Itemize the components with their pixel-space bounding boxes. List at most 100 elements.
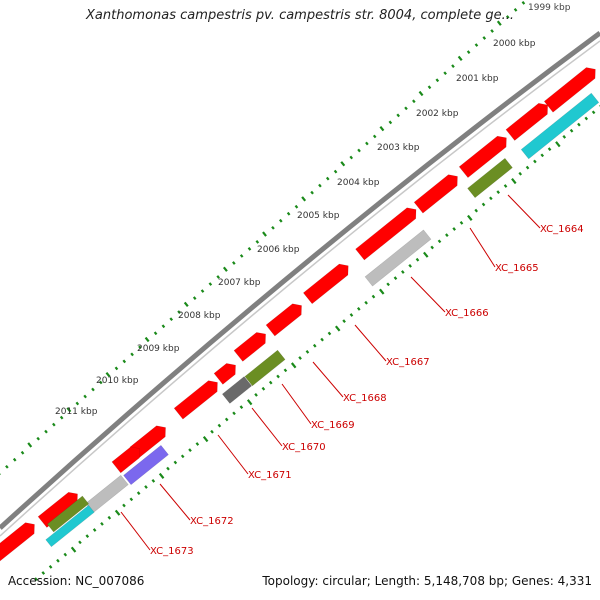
ruler-tick (261, 386, 266, 391)
ruler-tick (202, 436, 209, 443)
ruler-tick (78, 540, 82, 545)
ruler-tick (63, 552, 68, 557)
ruler-tick (41, 571, 46, 575)
ruler-tick (294, 204, 299, 209)
ruler-tick (379, 125, 385, 132)
ruler-tick (5, 464, 9, 469)
leader-line (251, 407, 283, 447)
gene-olive-small (46, 495, 90, 533)
ruler-tick (298, 356, 302, 360)
gene-XC_1666 (364, 229, 432, 287)
ruler-inner-ticks (34, 105, 600, 582)
ruler-tick (66, 407, 72, 413)
ruler-tick (239, 254, 244, 258)
backbone-inner-line (0, 40, 600, 537)
ruler-tick (415, 257, 420, 262)
ruler-tick (92, 528, 97, 532)
ruler-tick (59, 415, 64, 420)
ruler-tick (496, 20, 502, 26)
gene-label: XC_1670 (282, 442, 326, 453)
ruler-tick (379, 288, 385, 295)
backbone-circle (0, 30, 600, 537)
ruler-tick (75, 401, 80, 406)
ruler-tick (12, 457, 17, 462)
ruler-tick (122, 359, 127, 364)
ruler-tick (562, 135, 567, 139)
ruler-tick (333, 169, 338, 174)
ruler-tick (144, 336, 150, 343)
ruler-tick (279, 218, 283, 223)
gene-forward (0, 522, 35, 562)
gene-blocks (0, 67, 600, 562)
ruler-tick (56, 558, 60, 563)
ruler-tick (129, 497, 134, 502)
ruler-tick (423, 251, 429, 258)
ruler-tick (388, 120, 393, 125)
ruler-tick (114, 509, 121, 516)
ruler-tick (232, 411, 236, 416)
ruler-label: 2011 kbp (55, 407, 98, 417)
ruler-tick (445, 233, 449, 238)
ruler-tick (232, 261, 236, 265)
ruler-tick (200, 289, 205, 293)
ruler-tick (533, 159, 537, 164)
ruler-tick (161, 324, 166, 329)
ruler-tick (320, 337, 324, 342)
ruler-tick (489, 196, 493, 201)
ruler-tick (44, 429, 48, 434)
gene-XC_1672 (123, 444, 169, 486)
leader-line (354, 324, 387, 362)
ruler-tick (153, 331, 158, 336)
ruler-tick (188, 448, 192, 453)
ruler-tick (268, 380, 273, 385)
ruler-tick (169, 317, 174, 322)
leader-line (159, 483, 191, 521)
ruler-tick (183, 301, 189, 307)
ruler-tick (457, 55, 463, 61)
ruler-tick (290, 362, 297, 369)
gene-label: XC_1671 (248, 470, 292, 481)
ruler-tick (474, 43, 479, 47)
gene-forward (265, 303, 302, 337)
ruler-tick (412, 99, 416, 104)
ruler-tick (83, 394, 87, 399)
ruler-tick (216, 275, 220, 279)
ruler-label: 2005 kbp (297, 211, 340, 221)
ruler-tick (138, 345, 142, 350)
ruler-tick (466, 50, 471, 54)
ruler-tick (577, 122, 581, 127)
gene-label: XC_1664 (540, 224, 584, 235)
gene-label: XC_1668 (343, 393, 387, 404)
leader-line (507, 194, 541, 229)
gene-label: XC_1667 (386, 357, 430, 368)
ruler-tick (217, 423, 222, 428)
ruler-tick (180, 454, 185, 459)
ruler-tick (371, 294, 376, 299)
ruler-label: 2007 kbp (218, 278, 261, 288)
ruler-tick (255, 240, 260, 244)
ruler-tick (393, 276, 398, 281)
gene-leader-lines (120, 194, 541, 551)
ruler-tick (114, 366, 119, 371)
ruler-tick (481, 202, 486, 207)
ruler-tick (349, 313, 354, 317)
ruler-tick (401, 270, 405, 274)
ruler-tick (474, 208, 478, 213)
ruler-tick (357, 148, 361, 153)
gene-XC_1665 (467, 157, 513, 199)
ruler-tick (166, 466, 170, 471)
ruler-tick (262, 231, 267, 237)
gene-label: XC_1673 (150, 546, 194, 557)
ruler-tick (305, 350, 310, 354)
gene-XC_1664 (520, 92, 600, 160)
ruler-tick (547, 147, 552, 152)
ruler-label: 2004 kbp (337, 178, 380, 188)
backbone-line (0, 30, 600, 530)
ruler-tick (144, 485, 148, 489)
ruler-tick (52, 422, 56, 427)
ruler-tick (437, 239, 442, 244)
map-title: Xanthomonas campestris pv. campestris st… (86, 8, 514, 23)
ruler-tick (246, 399, 253, 406)
gene-label: XC_1672 (190, 516, 234, 527)
ruler-tick (224, 417, 229, 422)
